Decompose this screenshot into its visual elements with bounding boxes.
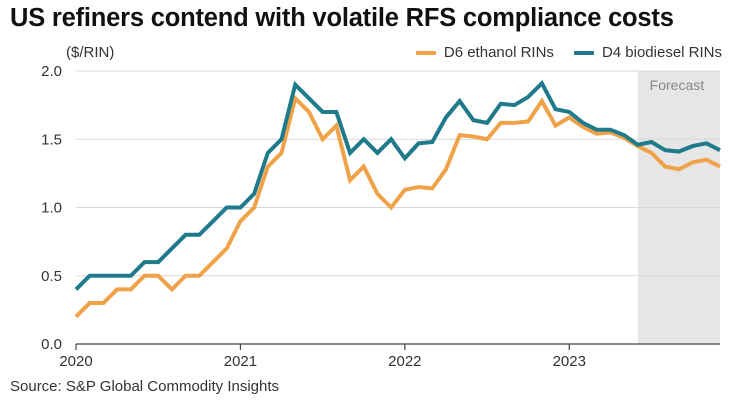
y-tick-label: 0.0 — [41, 336, 62, 353]
legend-item-d4: D4 biodiesel RINs — [573, 44, 722, 61]
forecast-label: Forecast — [650, 77, 705, 93]
legend-label-d4: D4 biodiesel RINs — [601, 44, 722, 61]
y-tick-label: 0.5 — [41, 268, 62, 285]
legend: D6 ethanol RINs D4 biodiesel RINs — [402, 44, 722, 61]
series-line-d4-biodiesel — [74, 79, 721, 291]
x-tick-label: 2020 — [59, 353, 92, 370]
x-tick-label: 2021 — [224, 353, 257, 370]
y-axis-unit-label: ($/RIN) — [66, 44, 115, 61]
legend-swatch-d6 — [415, 50, 436, 55]
y-tick-label: 1.0 — [41, 200, 62, 217]
chart-title: US refiners contend with volatile RFS co… — [10, 4, 674, 32]
y-tick-label: 1.5 — [41, 131, 62, 148]
legend-item-d6: D6 ethanol RINs — [415, 44, 554, 61]
legend-swatch-d4 — [573, 50, 594, 55]
y-tick-label: 2.0 — [41, 63, 62, 80]
x-tick-label: 2022 — [388, 353, 421, 370]
x-tick-label: 2023 — [553, 353, 586, 370]
legend-label-d6: D6 ethanol RINs — [443, 44, 554, 61]
series-line-d6-ethanol — [74, 94, 721, 319]
source-note: Source: S&P Global Commodity Insights — [10, 378, 280, 395]
